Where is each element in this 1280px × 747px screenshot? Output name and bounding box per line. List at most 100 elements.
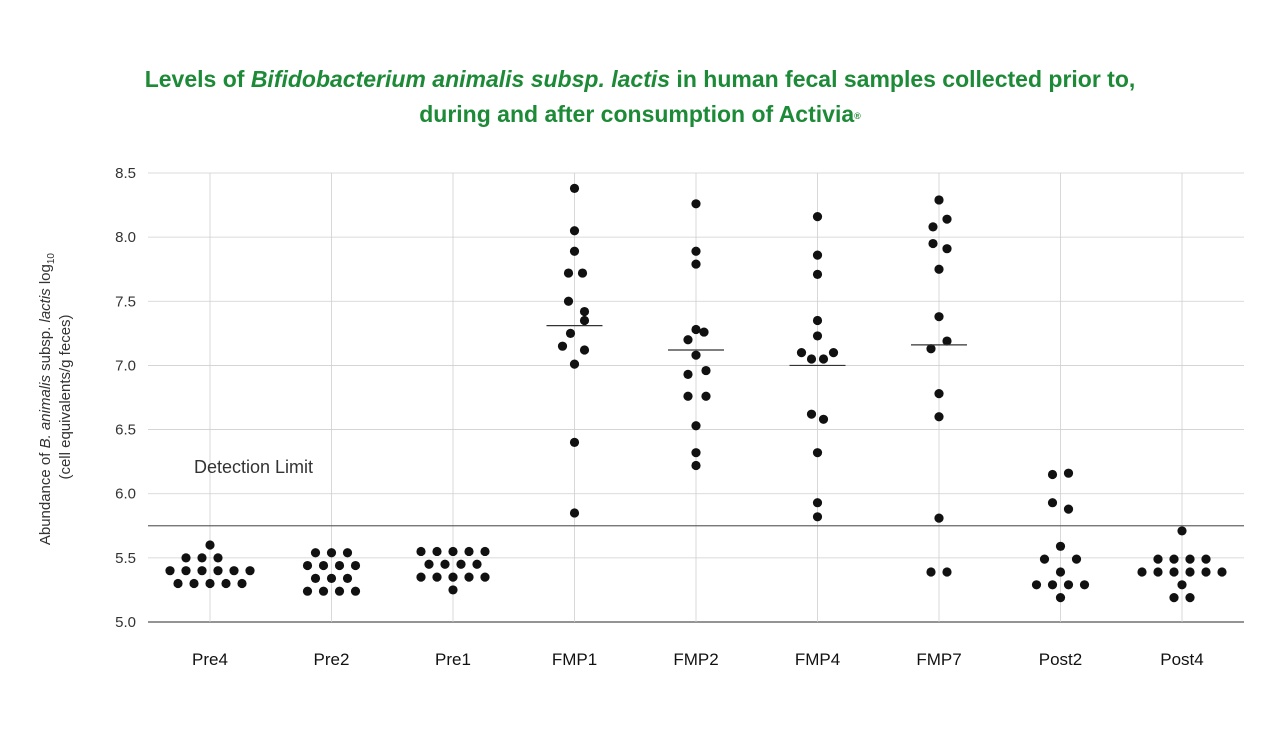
- data-point: [942, 567, 952, 577]
- data-point: [683, 369, 693, 380]
- x-category-label: Pre4: [192, 650, 228, 669]
- x-category-label: Post2: [1039, 650, 1082, 669]
- data-point: [480, 546, 490, 557]
- data-point: [1055, 541, 1066, 551]
- data-point: [1177, 526, 1187, 536]
- data-point: [699, 327, 709, 337]
- data-point: [1137, 567, 1147, 577]
- data-point: [818, 414, 829, 424]
- data-point: [569, 246, 580, 256]
- data-point: [691, 460, 701, 471]
- data-point: [579, 306, 590, 317]
- chart-title-line2: during and after consumption of Activia®: [0, 97, 1280, 132]
- data-point: [173, 578, 183, 589]
- y-tick-label: 7.0: [115, 357, 136, 374]
- data-point: [424, 559, 434, 569]
- data-point: [181, 566, 191, 576]
- data-point: [934, 513, 944, 523]
- data-point: [934, 312, 944, 322]
- data-point: [812, 250, 823, 260]
- data-point: [1201, 554, 1211, 564]
- chart-title: Levels of Bifidobacterium animalis subsp…: [0, 62, 1280, 132]
- data-point: [440, 559, 450, 569]
- data-point: [691, 421, 701, 431]
- data-point: [577, 268, 588, 278]
- data-point: [579, 315, 590, 326]
- data-point: [926, 344, 936, 354]
- data-point: [683, 335, 693, 345]
- data-point: [926, 567, 936, 577]
- chart-title-line1: Levels of Bifidobacterium animalis subsp…: [0, 62, 1280, 97]
- data-point: [812, 331, 823, 341]
- data-point: [812, 212, 823, 222]
- data-point: [934, 195, 944, 205]
- data-point: [464, 572, 474, 582]
- data-point: [934, 389, 944, 399]
- data-point: [310, 573, 321, 583]
- data-point: [350, 586, 361, 596]
- x-category-label: Post4: [1160, 650, 1203, 669]
- data-point: [563, 268, 574, 278]
- y-tick-labels: 5.0 5.5 6.0 6.5 7.0 7.5 8.0 8.5: [115, 165, 136, 631]
- data-point: [1055, 593, 1066, 603]
- registered-mark: ®: [854, 111, 861, 121]
- data-point: [812, 498, 823, 508]
- data-point: [569, 508, 580, 518]
- data-point: [245, 566, 255, 576]
- data-point: [197, 553, 207, 563]
- data-point: [565, 328, 576, 338]
- ylabel-part-d: lactis: [37, 288, 54, 323]
- data-point: [1055, 567, 1066, 577]
- data-point: [1063, 504, 1074, 514]
- title-prefix: Levels of: [144, 66, 251, 92]
- data-point: [1169, 554, 1179, 564]
- data-point: [1153, 554, 1163, 564]
- ylabel-part-e: log: [37, 264, 54, 288]
- data-point: [934, 264, 944, 274]
- data-point: [1047, 498, 1058, 508]
- data-point: [1063, 580, 1074, 590]
- data-point: [334, 586, 345, 596]
- data-point: [326, 548, 337, 558]
- data-point: [1063, 468, 1074, 478]
- data-point: [1217, 567, 1227, 577]
- data-point: [221, 578, 231, 589]
- data-point: [213, 566, 223, 576]
- data-point: [448, 585, 458, 595]
- data-point: [569, 183, 580, 193]
- ylabel-part-c: subsp.: [37, 323, 54, 376]
- data-point: [796, 348, 807, 358]
- data-point: [928, 222, 938, 232]
- y-tick-label: 8.5: [115, 165, 136, 182]
- data-point: [569, 226, 580, 236]
- data-point: [1185, 593, 1195, 603]
- data-point: [464, 546, 474, 557]
- x-category-label: FMP7: [916, 650, 961, 669]
- data-point: [1079, 580, 1090, 590]
- data-point: [237, 578, 247, 589]
- ylabel-subscript: 10: [46, 253, 57, 265]
- ylabel-part-a: Abundance of: [37, 448, 54, 545]
- data-point: [806, 354, 817, 364]
- data-point: [165, 566, 175, 576]
- data-point: [701, 391, 711, 401]
- data-point: [1185, 554, 1195, 564]
- data-point: [205, 540, 215, 550]
- data-point: [229, 566, 239, 576]
- data-point: [1169, 593, 1179, 603]
- y-tick-label: 6.0: [115, 486, 136, 503]
- y-axis-label-line1: Abundance of B. animalis subsp. lactis l…: [37, 249, 58, 545]
- data-point: [691, 259, 701, 269]
- data-point: [691, 199, 701, 209]
- data-point: [189, 578, 199, 589]
- data-point: [691, 324, 701, 335]
- data-point: [934, 412, 944, 422]
- title-suffix: in human fecal samples collected prior t…: [670, 66, 1136, 92]
- x-category-label: FMP4: [795, 650, 840, 669]
- data-point: [205, 578, 215, 589]
- data-point: [928, 238, 938, 249]
- title-italic-species: Bifidobacterium animalis subsp. lactis: [250, 66, 671, 92]
- data-point: [416, 572, 426, 582]
- data-point: [942, 244, 952, 254]
